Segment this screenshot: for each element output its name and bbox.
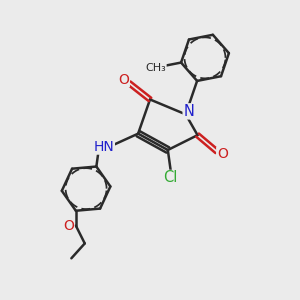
Text: Cl: Cl (164, 170, 178, 185)
Text: O: O (63, 219, 74, 232)
Text: O: O (217, 148, 228, 161)
Text: O: O (118, 73, 129, 87)
Text: N: N (183, 104, 194, 119)
Text: HN: HN (94, 140, 114, 154)
Text: CH₃: CH₃ (145, 62, 166, 73)
